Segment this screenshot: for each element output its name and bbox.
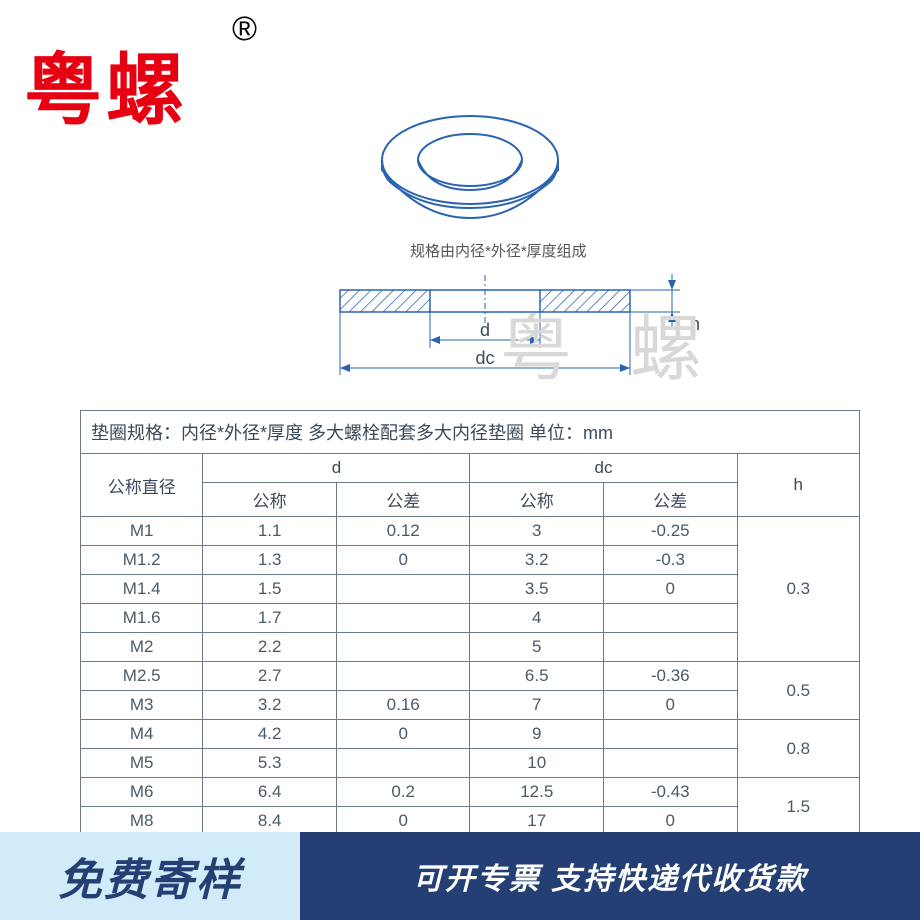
table-cell — [604, 633, 738, 662]
table-cell: M1 — [81, 517, 203, 546]
table-row: M44.2090.8 — [81, 720, 860, 749]
table-cell: 0.12 — [336, 517, 470, 546]
table-cell: 1.1 — [203, 517, 337, 546]
table-cell: -0.25 — [604, 517, 738, 546]
table-cell: 12.5 — [470, 778, 604, 807]
th-d: d — [203, 454, 470, 483]
footer-left: 免费寄样 — [0, 832, 300, 920]
table-cell-h: 0.5 — [737, 662, 859, 720]
th-nominal: 公称直径 — [81, 454, 203, 517]
diagram-caption: 规格由内径*外径*厚度组成 — [410, 240, 587, 261]
table-cell: 0 — [604, 691, 738, 720]
table-cell-h: 1.5 — [737, 778, 859, 836]
table-cell: M1.4 — [81, 575, 203, 604]
table-cell: -0.3 — [604, 546, 738, 575]
table-cell-h: 0.3 — [737, 517, 859, 662]
spec-table-wrap: 垫圈规格：内径*外径*厚度 多大螺栓配套多大内径垫圈 单位：mm 公称直径 d … — [80, 410, 860, 865]
brand-logo: 粤螺 — [24, 28, 188, 140]
th-dc-tol: 公差 — [604, 483, 738, 517]
table-cell: 0.2 — [336, 778, 470, 807]
label-h: h — [690, 314, 700, 334]
table-cell — [336, 633, 470, 662]
spec-table: 公称直径 d dc h 公称 公差 公称 公差 M11.10.123-0.250… — [80, 453, 860, 865]
th-dc-nom: 公称 — [470, 483, 604, 517]
table-cell: 1.3 — [203, 546, 337, 575]
table-cell — [336, 604, 470, 633]
table-cell: 2.7 — [203, 662, 337, 691]
registered-mark: ® — [232, 10, 257, 49]
th-d-nom: 公称 — [203, 483, 337, 517]
table-cell: 10 — [470, 749, 604, 778]
table-cell: 3 — [470, 517, 604, 546]
table-cell: 9 — [470, 720, 604, 749]
table-cell — [604, 604, 738, 633]
table-cell: 0 — [336, 720, 470, 749]
label-d: d — [480, 320, 490, 340]
table-cell: 4.2 — [203, 720, 337, 749]
table-cell — [336, 575, 470, 604]
table-cell — [336, 662, 470, 691]
table-cell: M4 — [81, 720, 203, 749]
table-cell: 6.5 — [470, 662, 604, 691]
th-d-tol: 公差 — [336, 483, 470, 517]
table-cell: 4 — [470, 604, 604, 633]
table-cell — [604, 720, 738, 749]
footer-banner: 免费寄样 可开专票 支持快递代收货款 — [0, 832, 920, 920]
th-h: h — [737, 454, 859, 517]
table-cell: -0.43 — [604, 778, 738, 807]
table-cell: 7 — [470, 691, 604, 720]
table-cell: M6 — [81, 778, 203, 807]
table-cell: M5 — [81, 749, 203, 778]
table-cell: 2.2 — [203, 633, 337, 662]
table-cell: 5 — [470, 633, 604, 662]
table-cell: M1.6 — [81, 604, 203, 633]
washer-section-icon: d dc h — [300, 270, 740, 400]
table-title: 垫圈规格：内径*外径*厚度 多大螺栓配套多大内径垫圈 单位：mm — [80, 410, 860, 453]
table-cell: -0.36 — [604, 662, 738, 691]
table-cell: 3.2 — [203, 691, 337, 720]
table-cell: 0 — [604, 575, 738, 604]
table-cell: M2 — [81, 633, 203, 662]
table-cell: 3.2 — [470, 546, 604, 575]
table-cell: 6.4 — [203, 778, 337, 807]
table-cell: M3 — [81, 691, 203, 720]
footer-right: 可开专票 支持快递代收货款 — [300, 832, 920, 920]
table-row: M2.52.76.5-0.360.5 — [81, 662, 860, 691]
table-cell: 1.5 — [203, 575, 337, 604]
table-cell: 0 — [336, 546, 470, 575]
label-dc: dc — [475, 348, 494, 368]
table-cell: 3.5 — [470, 575, 604, 604]
washer-diagram: 规格由内径*外径*厚度组成 d dc h — [300, 90, 720, 390]
table-cell — [336, 749, 470, 778]
table-cell: 0.16 — [336, 691, 470, 720]
table-cell: 1.7 — [203, 604, 337, 633]
table-cell: M2.5 — [81, 662, 203, 691]
table-row: M11.10.123-0.250.3 — [81, 517, 860, 546]
table-cell-h: 0.8 — [737, 720, 859, 778]
washer-ring-icon — [360, 90, 580, 240]
table-cell: 5.3 — [203, 749, 337, 778]
table-cell: M1.2 — [81, 546, 203, 575]
table-row: M66.40.212.5-0.431.5 — [81, 778, 860, 807]
table-cell — [604, 749, 738, 778]
th-dc: dc — [470, 454, 737, 483]
